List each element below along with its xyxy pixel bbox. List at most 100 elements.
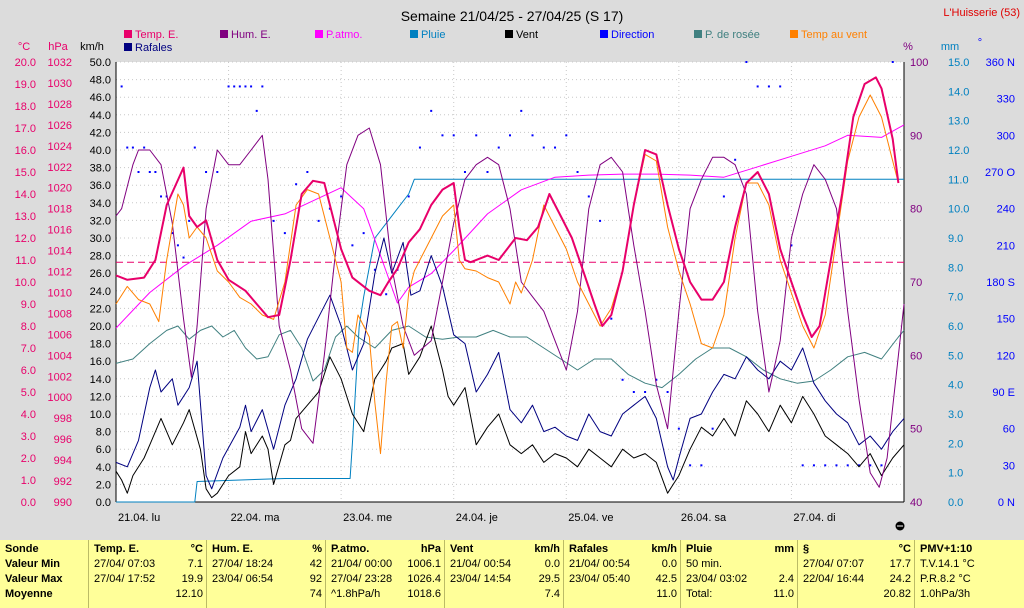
direction-point <box>430 109 433 112</box>
tick-press: 1012 <box>48 267 72 279</box>
min-value: 7.1 <box>187 558 203 570</box>
max-time: 23/04/ 06:54 <box>212 573 274 585</box>
direction-point <box>176 244 179 247</box>
direction-point <box>812 464 815 467</box>
tick-wind: 20.0 <box>90 321 111 333</box>
direction-point <box>120 85 123 88</box>
direction-point <box>407 195 410 198</box>
tick-dir: 60 <box>1003 424 1015 436</box>
legend-swatch <box>124 43 132 51</box>
column-title: Temp. E. <box>94 543 140 555</box>
direction-point <box>131 146 134 149</box>
weather-chart: Semaine 21/04/25 - 27/04/25 (S 17) L'Hui… <box>14 7 1020 531</box>
tick-wind: 40.0 <box>90 145 111 157</box>
min-time: 27/04/ 07:03 <box>94 558 156 570</box>
tick-temp: 16.0 <box>15 145 36 157</box>
column-unit: °C <box>898 543 911 555</box>
max-time: 27/04/ 23:28 <box>331 573 393 585</box>
tick-press: 1000 <box>48 392 72 404</box>
tick-rain: 14.0 <box>948 86 969 98</box>
direction-point <box>351 244 354 247</box>
direction-point <box>272 219 275 222</box>
direction-point <box>126 146 129 149</box>
tick-wind: 2.0 <box>96 479 111 491</box>
x-label: 24.04. je <box>456 512 498 524</box>
tick-press: 1024 <box>48 141 72 153</box>
column-title: Rafales <box>569 543 609 555</box>
summary-column: Temp. E. °C 27/04/ 07:03 7.1 27/04/ 17:52 19.… <box>88 540 207 608</box>
summary-column: Vent km/h 21/04/ 00:54 0.0 23/04/ 14:54 29.5 7… <box>444 540 564 608</box>
direction-point <box>233 85 236 88</box>
column-unit: hPa <box>420 543 441 555</box>
tick-press: 990 <box>54 497 72 509</box>
tick-press: 998 <box>54 413 72 425</box>
max-time: 23/04/ 14:54 <box>450 573 512 585</box>
direction-point <box>340 195 343 198</box>
direction-point <box>531 134 534 137</box>
direction-point <box>306 171 309 173</box>
tick-dir: 210 <box>997 240 1015 252</box>
min-value: 0.0 <box>544 558 560 570</box>
min-time: 21/04/ 00:54 <box>569 558 631 570</box>
direction-point <box>362 232 365 235</box>
direction-point <box>143 146 146 149</box>
pmv-pressure-trend: 1.0hPa/3h <box>920 588 971 600</box>
tick-wind: 46.0 <box>90 92 111 104</box>
direction-point <box>610 317 613 320</box>
tick-rain: 13.0 <box>948 116 969 128</box>
legend-label: Pluie <box>421 29 445 41</box>
direction-point <box>193 146 196 149</box>
tick-press: 1008 <box>48 308 72 320</box>
min-time: 50 min. <box>686 558 723 570</box>
tick-wind: 50.0 <box>90 57 111 69</box>
tick-wind: 10.0 <box>90 409 111 421</box>
tick-press: 1006 <box>48 329 72 341</box>
axes: 0.0 1.0 2.0 3.0 4.0 5.0 6.0 7.0 8.0 9.0 10.0 11.0 12… <box>15 57 1016 509</box>
tick-press: 1002 <box>48 371 72 383</box>
tick-wind: 38.0 <box>90 163 111 175</box>
direction-point <box>576 171 579 173</box>
tick-rain: 1.0 <box>948 468 963 480</box>
direction-point <box>632 391 635 393</box>
tick-press: 1032 <box>48 57 72 69</box>
legend-swatch <box>124 30 132 38</box>
column-title: § <box>803 543 810 555</box>
summary-column: Rafales km/h 21/04/ 00:54 0.0 23/04/ 05:40 42… <box>563 540 681 608</box>
tick-wind: 22.0 <box>90 303 111 315</box>
direction-point <box>666 391 669 393</box>
axis-units: °C hPa km/h% mm ° <box>18 37 982 53</box>
tick-rain: 12.0 <box>948 145 969 157</box>
summary-column: P.atmo. hPa 21/04/ 00:00 1006.1 27/04/ 23:28… <box>325 540 445 608</box>
legend-label: P. de rosée <box>705 29 760 41</box>
legend-label: Hum. E. <box>231 29 271 41</box>
tick-rain: 8.0 <box>948 262 963 274</box>
tick-press: 1022 <box>48 162 72 174</box>
tick-temp: 12.0 <box>15 233 36 245</box>
direction-point <box>385 293 388 296</box>
column-unit: °C <box>190 543 203 555</box>
tick-rain: 4.0 <box>948 380 963 392</box>
direction-point <box>154 171 157 173</box>
x-label: 23.04. me <box>343 512 392 524</box>
tick-press: 1028 <box>48 99 72 111</box>
x-label: 25.04. ve <box>568 512 613 524</box>
tick-wind: 48.0 <box>90 75 111 87</box>
average-value: 74 <box>309 588 322 600</box>
tick-wind: 4.0 <box>96 462 111 474</box>
direction-point <box>171 232 174 235</box>
tick-rain: 11.0 <box>948 174 969 186</box>
direction-point <box>295 183 298 186</box>
direction-point <box>542 146 545 149</box>
max-time: 23/04/ 05:40 <box>569 573 631 585</box>
max-value: 29.5 <box>538 573 560 585</box>
min-time: 21/04/ 00:54 <box>450 558 512 570</box>
direction-point <box>497 146 500 149</box>
max-value: 92 <box>309 573 322 585</box>
station-name: L'Huisserie (53) <box>943 7 1020 19</box>
tick-dir: 330 <box>997 94 1015 106</box>
max-time: 22/04/ 16:44 <box>803 573 865 585</box>
max-value: 19.9 <box>181 573 203 585</box>
direction-point <box>655 378 658 381</box>
unit-press: hPa <box>48 41 68 53</box>
direction-point <box>238 85 241 88</box>
